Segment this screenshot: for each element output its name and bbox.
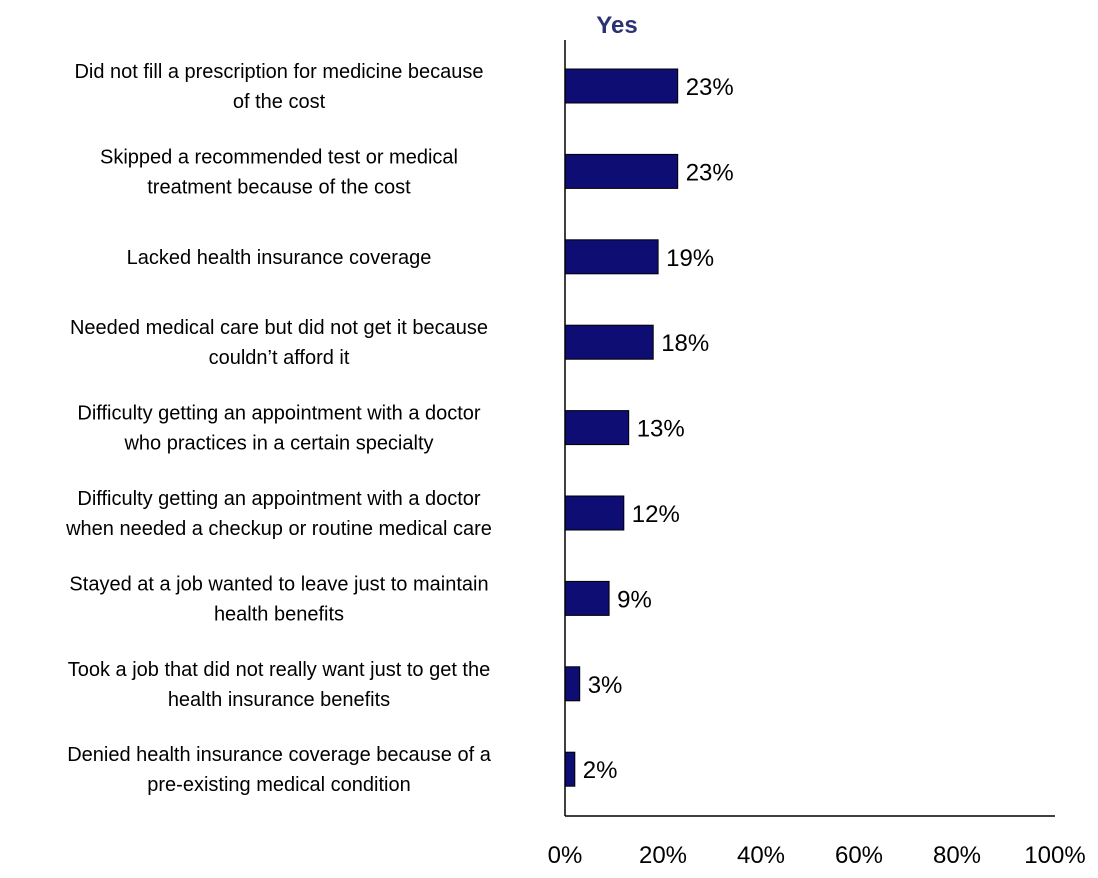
category-label: Took a job that did not really want just… bbox=[68, 659, 490, 711]
category-label: Did not fill a prescription for medicine… bbox=[74, 61, 483, 113]
data-label: 23% bbox=[686, 74, 734, 101]
bar bbox=[564, 751, 576, 787]
x-tick-label: 100% bbox=[1024, 842, 1085, 869]
bar bbox=[564, 324, 654, 360]
x-tick-label: 60% bbox=[835, 842, 883, 869]
x-tick-label: 40% bbox=[737, 842, 785, 869]
series-header: Yes bbox=[596, 12, 637, 39]
category-label-line: Lacked health insurance coverage bbox=[127, 247, 432, 269]
category-label-line: of the cost bbox=[233, 91, 326, 113]
x-tick-labels: 0% 20% 40% 60% 80% 100% bbox=[548, 842, 1086, 869]
bars-layer bbox=[564, 68, 679, 787]
category-label-line: Did not fill a prescription for medicine… bbox=[74, 61, 483, 83]
bar bbox=[564, 410, 630, 446]
category-label-line: Difficulty getting an appointment with a… bbox=[77, 403, 481, 425]
category-label-line: Difficulty getting an appointment with a… bbox=[77, 488, 481, 510]
bar bbox=[564, 495, 625, 531]
category-label: Lacked health insurance coverage bbox=[127, 247, 432, 269]
category-label: Skipped a recommended test or medical tre… bbox=[100, 146, 458, 198]
category-label: Difficulty getting an appointment with a… bbox=[77, 403, 481, 455]
bar bbox=[564, 239, 659, 275]
x-tick-label: 20% bbox=[639, 842, 687, 869]
data-label: 9% bbox=[617, 586, 652, 613]
x-tick-label: 80% bbox=[933, 842, 981, 869]
category-label: Difficulty getting an appointment with a… bbox=[65, 488, 492, 540]
category-label: Stayed at a job wanted to leave just to … bbox=[69, 573, 488, 625]
data-label: 19% bbox=[666, 245, 714, 272]
data-label: 23% bbox=[686, 159, 734, 186]
data-label: 18% bbox=[661, 330, 709, 357]
category-label-line: couldn’t afford it bbox=[209, 347, 350, 369]
bar bbox=[564, 580, 610, 616]
data-label: 12% bbox=[632, 501, 680, 528]
category-label: Denied health insurance coverage because… bbox=[67, 744, 492, 796]
category-label-line: pre-existing medical condition bbox=[147, 774, 410, 796]
category-label-line: Needed medical care but did not get it b… bbox=[70, 317, 488, 339]
bar bbox=[564, 68, 679, 104]
category-label-line: health benefits bbox=[214, 603, 344, 625]
data-label: 2% bbox=[583, 757, 618, 784]
bar bbox=[564, 153, 679, 189]
category-labels: Did not fill a prescription for medicine… bbox=[65, 61, 492, 796]
category-label-line: when needed a checkup or routine medical… bbox=[65, 518, 492, 540]
data-label: 13% bbox=[637, 416, 685, 443]
category-label-line: Denied health insurance coverage because… bbox=[67, 744, 492, 766]
category-label-line: Skipped a recommended test or medical bbox=[100, 146, 458, 168]
x-tick-label: 0% bbox=[548, 842, 583, 869]
category-label-line: Stayed at a job wanted to leave just to … bbox=[69, 573, 488, 595]
category-label-line: treatment because of the cost bbox=[147, 176, 411, 198]
category-label-line: who practices in a certain specialty bbox=[123, 433, 433, 455]
bar bbox=[564, 666, 581, 702]
data-label: 3% bbox=[588, 672, 623, 699]
category-label-line: Took a job that did not really want just… bbox=[68, 659, 490, 681]
value-labels: 23% 23% 19% 18% 13% 12% 9% 3% 2% bbox=[583, 74, 734, 784]
category-label: Needed medical care but did not get it b… bbox=[70, 317, 488, 369]
category-label-line: health insurance benefits bbox=[168, 689, 390, 711]
